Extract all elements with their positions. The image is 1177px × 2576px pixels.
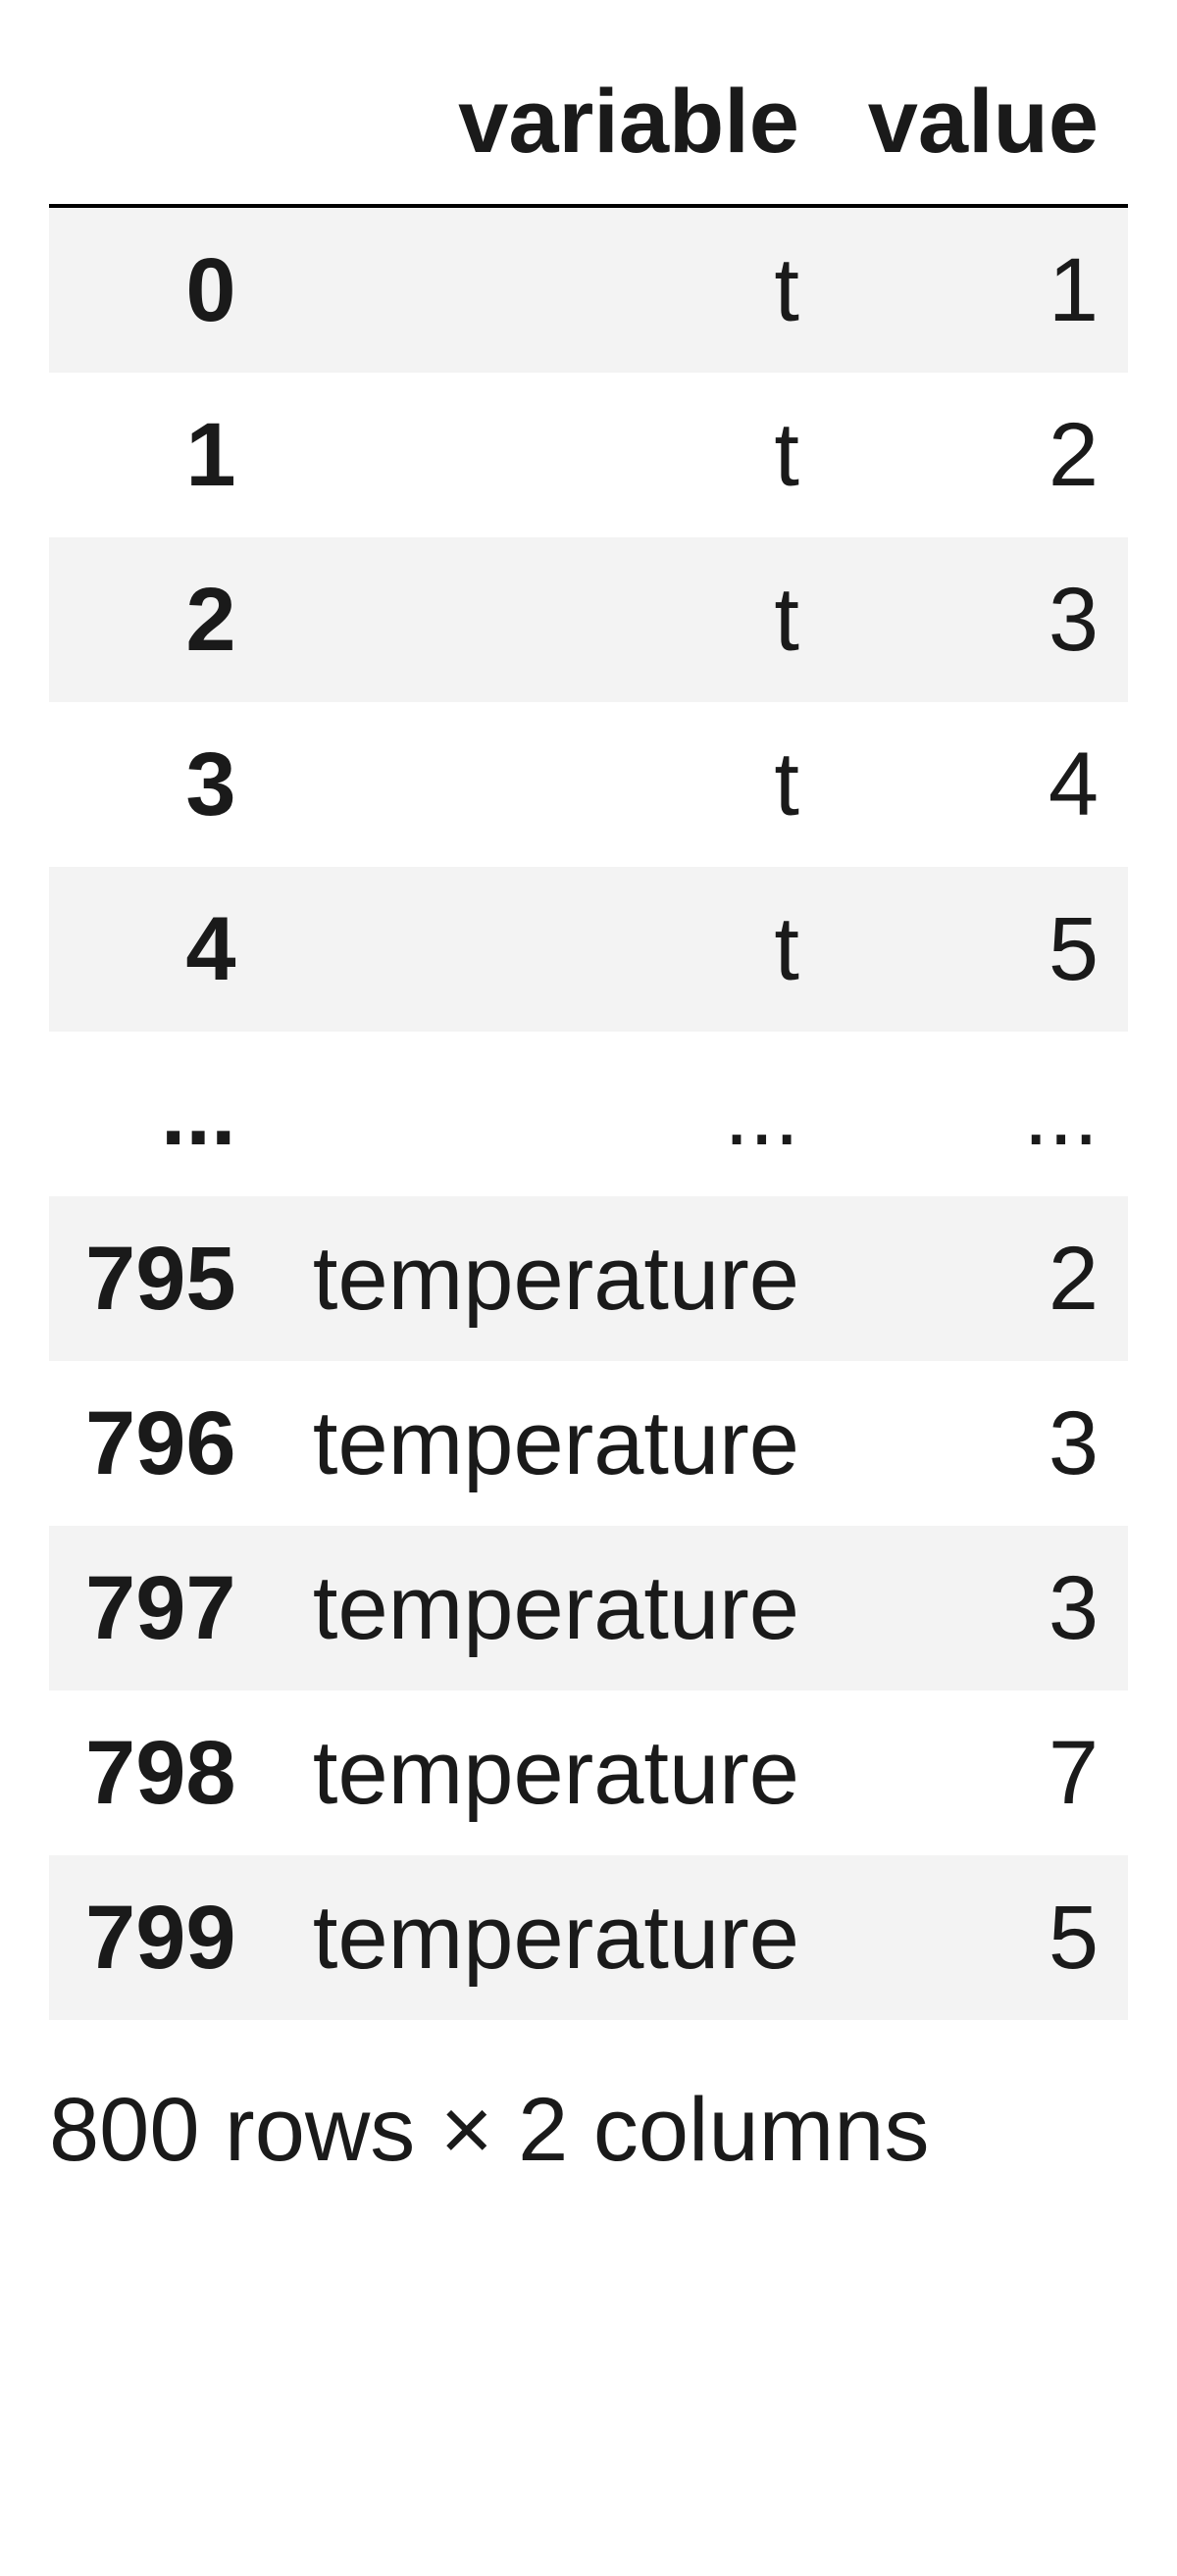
table-row: 2t3	[49, 537, 1128, 702]
table-header: variable value	[49, 39, 1128, 206]
table-body: 0t11t22t33t44t5.........795temperature27…	[49, 206, 1128, 2020]
row-index: 797	[49, 1526, 266, 1691]
row-index: 796	[49, 1361, 266, 1526]
cell-value: 5	[829, 867, 1128, 1032]
cell-variable: temperature	[266, 1855, 829, 2020]
cell-variable: t	[266, 206, 829, 373]
cell-variable: temperature	[266, 1361, 829, 1526]
index-header	[49, 39, 266, 206]
cell-value: 1	[829, 206, 1128, 373]
row-index: 2	[49, 537, 266, 702]
column-header-variable: variable	[266, 39, 829, 206]
table-row: 798temperature7	[49, 1691, 1128, 1855]
table-row: 797temperature3	[49, 1526, 1128, 1691]
cell-variable: temperature	[266, 1691, 829, 1855]
table-row: 0t1	[49, 206, 1128, 373]
row-index: 1	[49, 373, 266, 537]
table-row: 799temperature5	[49, 1855, 1128, 2020]
table-row: 1t2	[49, 373, 1128, 537]
row-index: 3	[49, 702, 266, 867]
cell-value: 2	[829, 373, 1128, 537]
cell-value: 3	[829, 1361, 1128, 1526]
row-index: 795	[49, 1196, 266, 1361]
dataframe-output: variable value 0t11t22t33t44t5.........7…	[0, 0, 1177, 2241]
cell-value: 5	[829, 1855, 1128, 2020]
cell-variable: temperature	[266, 1196, 829, 1361]
dataframe-shape-footer: 800 rows × 2 columns	[49, 2020, 1128, 2182]
cell-value: 2	[829, 1196, 1128, 1361]
column-header-value: value	[829, 39, 1128, 206]
row-index: 799	[49, 1855, 266, 2020]
row-index: 798	[49, 1691, 266, 1855]
table-row: 796temperature3	[49, 1361, 1128, 1526]
cell-variable: t	[266, 537, 829, 702]
cell-variable: t	[266, 867, 829, 1032]
cell-value: 7	[829, 1691, 1128, 1855]
cell-value: 3	[829, 537, 1128, 702]
cell-variable: temperature	[266, 1526, 829, 1691]
table-row: 3t4	[49, 702, 1128, 867]
cell-value: 4	[829, 702, 1128, 867]
cell-variable: t	[266, 702, 829, 867]
row-index: ...	[49, 1032, 266, 1196]
table-row: 795temperature2	[49, 1196, 1128, 1361]
row-index: 4	[49, 867, 266, 1032]
cell-value: ...	[829, 1032, 1128, 1196]
table-row-ellipsis: .........	[49, 1032, 1128, 1196]
table-row: 4t5	[49, 867, 1128, 1032]
cell-variable: t	[266, 373, 829, 537]
cell-variable: ...	[266, 1032, 829, 1196]
row-index: 0	[49, 206, 266, 373]
dataframe-table: variable value 0t11t22t33t44t5.........7…	[49, 39, 1128, 2020]
cell-value: 3	[829, 1526, 1128, 1691]
